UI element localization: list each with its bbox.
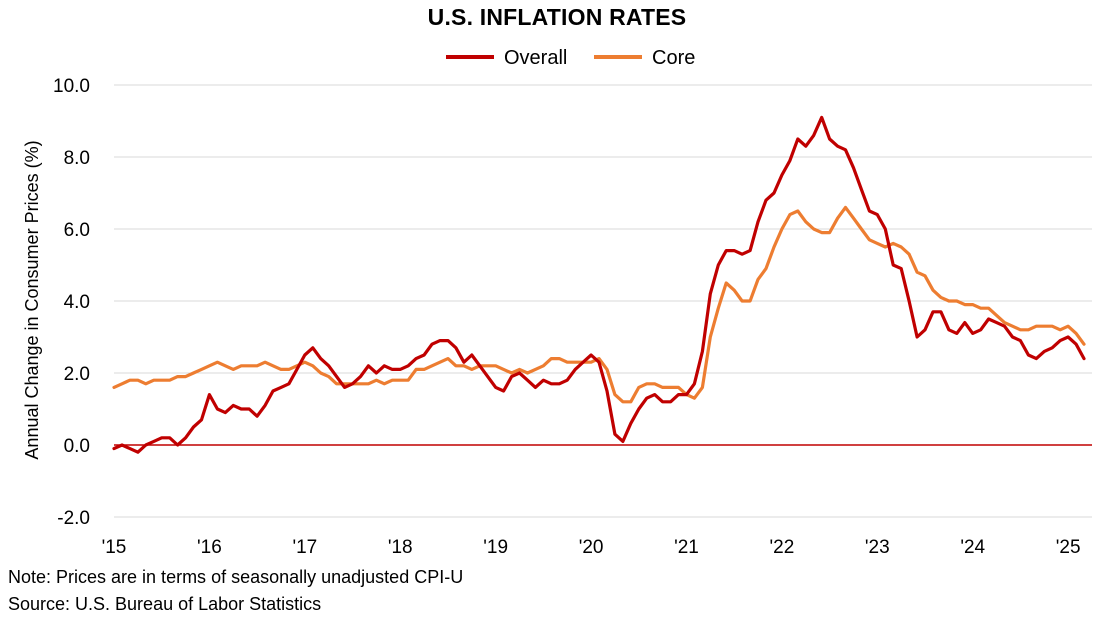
y-tick-label: 10.0	[53, 76, 90, 97]
y-tick-label: 4.0	[64, 292, 90, 313]
series-line-core	[112, 205, 1086, 404]
y-tick-label: 8.0	[64, 148, 90, 169]
chart-source: Source: U.S. Bureau of Labor Statistics	[8, 594, 322, 614]
series-line-overall	[112, 115, 1086, 454]
x-tick-label: '24	[960, 537, 985, 558]
legend-label-overall: Overall	[504, 47, 567, 69]
legend-label-core: Core	[652, 47, 695, 69]
y-tick-label: 0.0	[64, 436, 90, 457]
x-tick-label: '15	[102, 537, 127, 558]
x-tick-label: '25	[1056, 537, 1081, 558]
chart-note: Note: Prices are in terms of seasonally …	[8, 567, 464, 587]
chart-title: U.S. INFLATION RATES	[427, 4, 687, 30]
x-tick-label: '22	[770, 537, 795, 558]
y-tick-label: 6.0	[64, 220, 90, 241]
y-tick-label: 2.0	[64, 364, 90, 385]
x-tick-label: '17	[292, 537, 317, 558]
x-tick-label: '16	[197, 537, 222, 558]
series-lines	[112, 115, 1086, 454]
x-tick-label: '20	[579, 537, 604, 558]
x-tick-label: '18	[388, 537, 413, 558]
y-axis-label: Annual Change in Consumer Prices (%)	[22, 140, 42, 459]
x-axis-ticks: '15 '16 '17 '18 '19 '20 '21 '22 '23 '24 '25	[102, 537, 1081, 558]
x-tick-label: '19	[483, 537, 508, 558]
x-tick-label: '23	[865, 537, 890, 558]
legend: Overall Core	[446, 47, 695, 69]
x-tick-label: '21	[674, 537, 699, 558]
y-axis-ticks: -2.0 0.0 2.0 4.0 6.0 8.0 10.0	[53, 76, 90, 529]
y-tick-label: -2.0	[57, 508, 90, 529]
